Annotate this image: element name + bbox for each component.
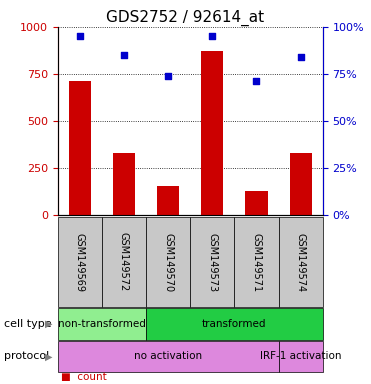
Text: GSM149571: GSM149571 [252, 233, 262, 291]
Point [121, 52, 127, 58]
Bar [245, 190, 267, 215]
Bar [113, 153, 135, 215]
Text: ▶: ▶ [45, 351, 52, 361]
Text: transformed: transformed [202, 319, 267, 329]
Bar [69, 81, 91, 215]
Text: GSM149569: GSM149569 [75, 233, 85, 291]
Bar [58, 341, 279, 372]
Bar [157, 186, 179, 215]
Bar [201, 51, 223, 215]
Point [77, 33, 83, 40]
Text: ▶: ▶ [45, 319, 52, 329]
Text: ■  count: ■ count [61, 372, 107, 382]
Text: IRF-1 activation: IRF-1 activation [260, 351, 341, 361]
Bar [102, 217, 146, 307]
Point [165, 73, 171, 79]
Bar [279, 217, 323, 307]
Text: protocol: protocol [4, 351, 49, 361]
Bar [146, 217, 190, 307]
Text: GSM149573: GSM149573 [207, 233, 217, 291]
Text: GSM149572: GSM149572 [119, 232, 129, 292]
Text: cell type: cell type [4, 319, 51, 329]
Bar [58, 217, 102, 307]
Point [298, 54, 303, 60]
Text: GSM149574: GSM149574 [296, 233, 306, 291]
Bar [190, 217, 234, 307]
Text: no activation: no activation [134, 351, 202, 361]
Bar [279, 341, 323, 372]
Bar [290, 153, 312, 215]
Bar [146, 308, 323, 340]
Bar [58, 308, 146, 340]
Text: GDS2752 / 92614_at: GDS2752 / 92614_at [106, 10, 265, 26]
Text: non-transformed: non-transformed [58, 319, 146, 329]
Point [253, 78, 259, 84]
Text: GSM149570: GSM149570 [163, 233, 173, 291]
Bar [234, 217, 279, 307]
Point [209, 33, 215, 40]
